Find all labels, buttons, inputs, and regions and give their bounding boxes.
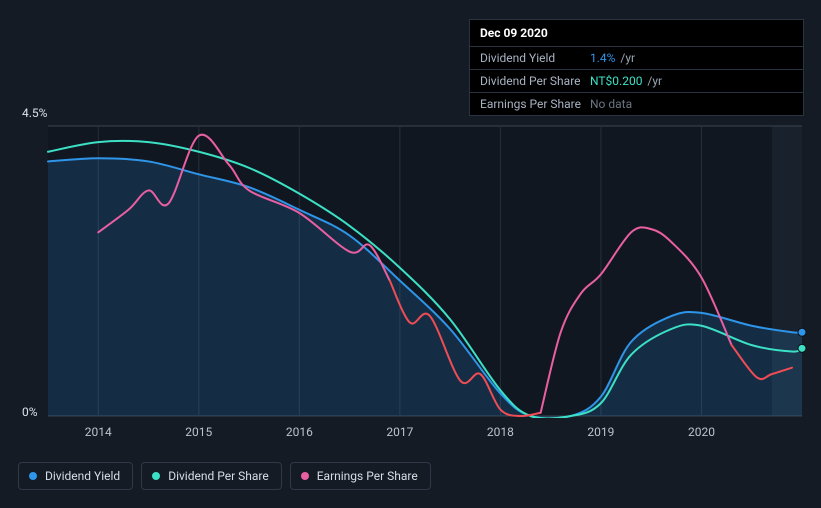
- legend-item-earnings-per-share[interactable]: Earnings Per Share: [290, 462, 431, 490]
- tooltip-value: NT$0.200 /yr: [590, 74, 662, 88]
- hover-tooltip: Dec 09 2020 Dividend Yield1.4% /yrDivide…: [469, 19, 804, 116]
- tooltip-value: 1.4% /yr: [590, 51, 635, 65]
- x-axis-tick: 2017: [386, 425, 413, 439]
- x-axis-tick: 2020: [688, 425, 715, 439]
- legend-item-dividend-yield[interactable]: Dividend Yield: [18, 462, 133, 490]
- x-axis-tick: 2015: [185, 425, 212, 439]
- legend-label: Earnings Per Share: [317, 469, 418, 483]
- x-axis-labels: 2014 2015 2016 2017 2018 2019 2020: [18, 425, 808, 445]
- legend-dot-icon: [29, 472, 37, 480]
- x-axis-tick: 2018: [487, 425, 514, 439]
- tooltip-row: Dividend Yield1.4% /yr: [470, 46, 803, 69]
- legend-dot-icon: [152, 472, 160, 480]
- tooltip-date: Dec 09 2020: [470, 20, 803, 46]
- chart-area[interactable]: [18, 108, 808, 448]
- x-axis-tick: 2019: [587, 425, 614, 439]
- legend-item-dividend-per-share[interactable]: Dividend Per Share: [141, 462, 282, 490]
- legend-label: Dividend Per Share: [168, 469, 269, 483]
- x-axis-tick: 2014: [85, 425, 112, 439]
- tooltip-label: Dividend Per Share: [480, 74, 590, 88]
- legend-label: Dividend Yield: [45, 469, 120, 483]
- chart-legend: Dividend Yield Dividend Per Share Earnings…: [18, 462, 431, 490]
- tooltip-row: Dividend Per ShareNT$0.200 /yr: [470, 69, 803, 92]
- x-axis-tick: 2016: [286, 425, 313, 439]
- tooltip-label: Dividend Yield: [480, 51, 590, 65]
- legend-dot-icon: [301, 472, 309, 480]
